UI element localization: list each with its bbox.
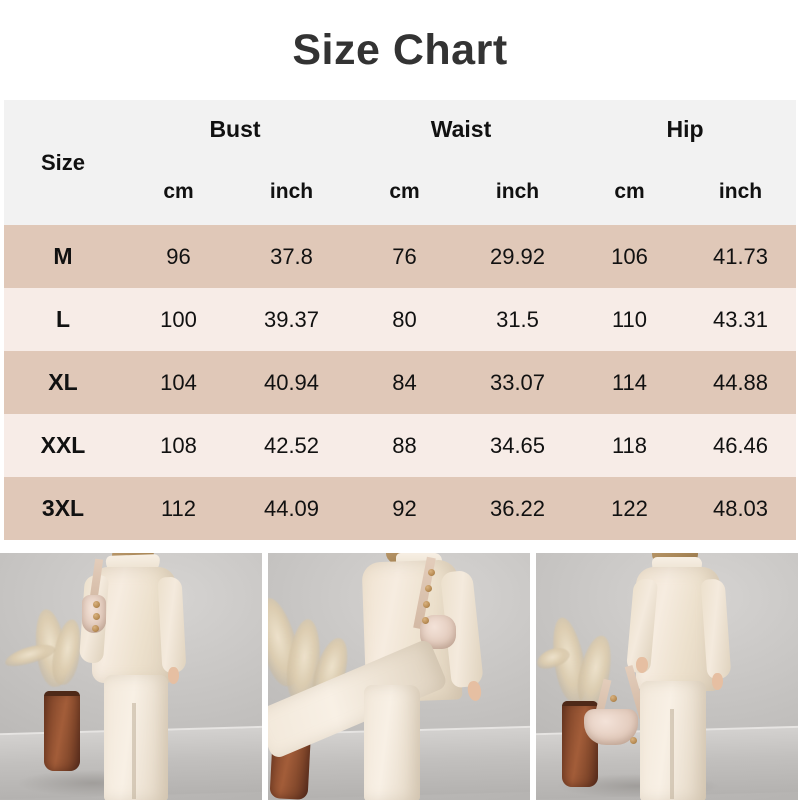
cell-hip-cm: 118 [574, 414, 685, 477]
model-hand-right [168, 667, 179, 684]
header-group-bust: Bust [122, 100, 348, 158]
cell-hip-in: 43.31 [685, 288, 796, 351]
bag-button-icon [92, 625, 99, 632]
knit-wide-leg-pants [104, 675, 168, 800]
header-unit-waist-cm: cm [348, 158, 461, 225]
bag-button-icon [93, 601, 100, 608]
cell-bust-in: 44.09 [235, 477, 348, 540]
size-table-head: Size Bust Waist Hip cm inch cm inch cm i… [4, 100, 796, 225]
model-hand-left [636, 657, 648, 673]
bag-button-icon [610, 695, 617, 702]
product-photo-3 [536, 553, 798, 800]
bag-button-icon [428, 569, 435, 576]
header-size: Size [4, 100, 122, 225]
size-table-body: M 96 37.8 76 29.92 106 41.73 L 100 39.37… [4, 225, 796, 540]
cell-bust-in: 37.8 [235, 225, 348, 288]
cell-size: XXL [4, 414, 122, 477]
cell-waist-cm: 88 [348, 414, 461, 477]
product-photo-1 [0, 553, 262, 800]
bag-button-icon [423, 601, 430, 608]
header-group-waist: Waist [348, 100, 574, 158]
header-unit-bust-inch: inch [235, 158, 348, 225]
cell-hip-cm: 106 [574, 225, 685, 288]
product-photo-strip [0, 553, 800, 800]
bag-button-icon [422, 617, 429, 624]
cell-hip-cm: 114 [574, 351, 685, 414]
knit-wide-leg-pants [640, 681, 706, 800]
header-group-hip: Hip [574, 100, 796, 158]
cell-hip-cm: 122 [574, 477, 685, 540]
cell-waist-cm: 80 [348, 288, 461, 351]
table-row: L 100 39.37 80 31.5 110 43.31 [4, 288, 796, 351]
size-table-container: Size Bust Waist Hip cm inch cm inch cm i… [4, 100, 796, 540]
cell-waist-cm: 92 [348, 477, 461, 540]
bag-button-icon [630, 737, 637, 744]
cell-waist-in: 34.65 [461, 414, 574, 477]
cell-bust-cm: 104 [122, 351, 235, 414]
knit-pants-standing-leg [364, 685, 420, 800]
header-unit-hip-cm: cm [574, 158, 685, 225]
cell-bust-cm: 100 [122, 288, 235, 351]
cell-waist-in: 29.92 [461, 225, 574, 288]
table-row: XL 104 40.94 84 33.07 114 44.88 [4, 351, 796, 414]
bag-button-icon [425, 585, 432, 592]
cell-hip-in: 44.88 [685, 351, 796, 414]
cell-waist-in: 36.22 [461, 477, 574, 540]
cell-waist-in: 33.07 [461, 351, 574, 414]
shoulder-bag [584, 709, 638, 745]
cell-bust-cm: 96 [122, 225, 235, 288]
header-row-groups: Size Bust Waist Hip [4, 100, 796, 225]
cell-size: M [4, 225, 122, 288]
page-title-bar: Size Chart [0, 0, 800, 100]
header-row-units: cm inch cm inch cm inch [4, 158, 796, 225]
cell-hip-in: 46.46 [685, 414, 796, 477]
cell-bust-in: 40.94 [235, 351, 348, 414]
cell-bust-in: 39.37 [235, 288, 348, 351]
cell-waist-cm: 84 [348, 351, 461, 414]
model-hand-right [712, 673, 723, 690]
bag-button-icon [93, 613, 100, 620]
model-sleeve-right [157, 576, 187, 674]
header-unit-waist-inch: inch [461, 158, 574, 225]
size-table: Size Bust Waist Hip cm inch cm inch cm i… [4, 100, 796, 540]
cell-waist-cm: 76 [348, 225, 461, 288]
cell-size: L [4, 288, 122, 351]
cell-bust-in: 42.52 [235, 414, 348, 477]
cell-bust-cm: 108 [122, 414, 235, 477]
cell-hip-cm: 110 [574, 288, 685, 351]
cell-hip-in: 41.73 [685, 225, 796, 288]
product-photo-2 [268, 553, 530, 800]
table-row: M 96 37.8 76 29.92 106 41.73 [4, 225, 796, 288]
pants-leg-split [132, 703, 136, 799]
header-unit-bust-cm: cm [122, 158, 235, 225]
cell-waist-in: 31.5 [461, 288, 574, 351]
cell-hip-in: 48.03 [685, 477, 796, 540]
page-title: Size Chart [292, 25, 508, 74]
header-unit-hip-inch: inch [685, 158, 796, 225]
cell-size: XL [4, 351, 122, 414]
table-row: 3XL 112 44.09 92 36.22 122 48.03 [4, 477, 796, 540]
cell-bust-cm: 112 [122, 477, 235, 540]
cell-size: 3XL [4, 477, 122, 540]
table-row: XXL 108 42.52 88 34.65 118 46.46 [4, 414, 796, 477]
pants-leg-split [670, 709, 674, 799]
ceramic-vase [44, 691, 80, 771]
